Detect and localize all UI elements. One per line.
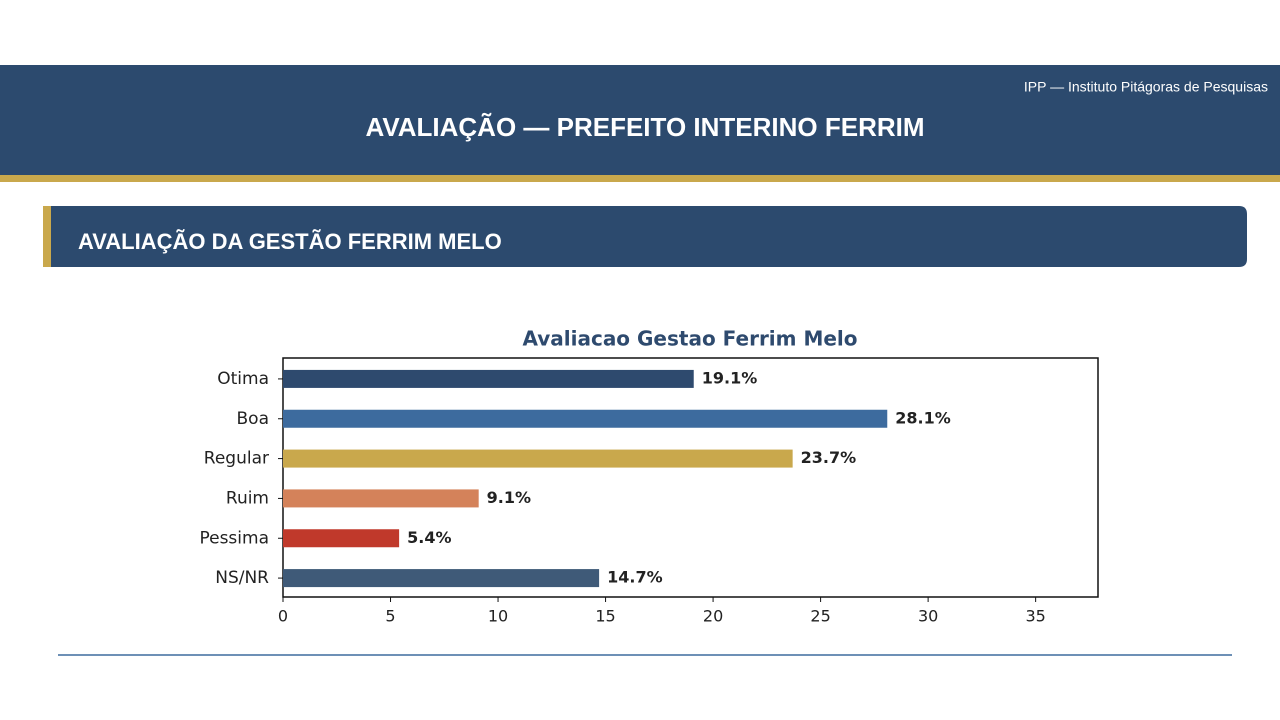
- value-label: 23.7%: [801, 448, 857, 467]
- bar: [283, 489, 479, 508]
- x-tick-label: 25: [810, 607, 830, 626]
- y-tick-label: Ruim: [226, 488, 269, 508]
- section-accent: [43, 206, 51, 267]
- y-tick-label: NS/NR: [215, 568, 269, 588]
- section-band: [43, 206, 1247, 267]
- y-tick-label: Otima: [217, 369, 269, 389]
- x-tick-label: 10: [488, 607, 508, 626]
- x-tick-label: 35: [1025, 607, 1045, 626]
- y-tick-label: Pessima: [199, 528, 269, 548]
- value-label: 14.7%: [607, 568, 663, 587]
- value-label: 19.1%: [702, 368, 758, 387]
- header-rule: [0, 175, 1280, 182]
- bar: [283, 409, 888, 428]
- value-label: 5.4%: [407, 528, 451, 547]
- header-source: IPP — Instituto Pitágoras de Pesquisas: [1024, 79, 1268, 95]
- bar: [283, 529, 400, 548]
- header-title: AVALIAÇÃO — PREFEITO INTERINO FERRIM: [365, 112, 924, 142]
- x-tick-label: 15: [595, 607, 615, 626]
- bar: [283, 369, 694, 388]
- y-tick-label: Regular: [204, 449, 269, 469]
- value-label: 28.1%: [895, 408, 951, 427]
- x-tick-label: 30: [918, 607, 938, 626]
- y-tick-label: Boa: [237, 409, 269, 429]
- bar: [283, 569, 600, 588]
- plot-frame: [282, 357, 1099, 598]
- x-tick-label: 5: [385, 607, 395, 626]
- section-title: AVALIAÇÃO DA GESTÃO FERRIM MELO: [78, 229, 502, 254]
- chart-title: Avaliacao Gestao Ferrim Melo: [522, 327, 857, 351]
- bar: [283, 449, 793, 468]
- x-tick-label: 0: [278, 607, 288, 626]
- x-tick-label: 20: [703, 607, 723, 626]
- value-label: 9.1%: [487, 488, 531, 507]
- header-band: [0, 65, 1280, 175]
